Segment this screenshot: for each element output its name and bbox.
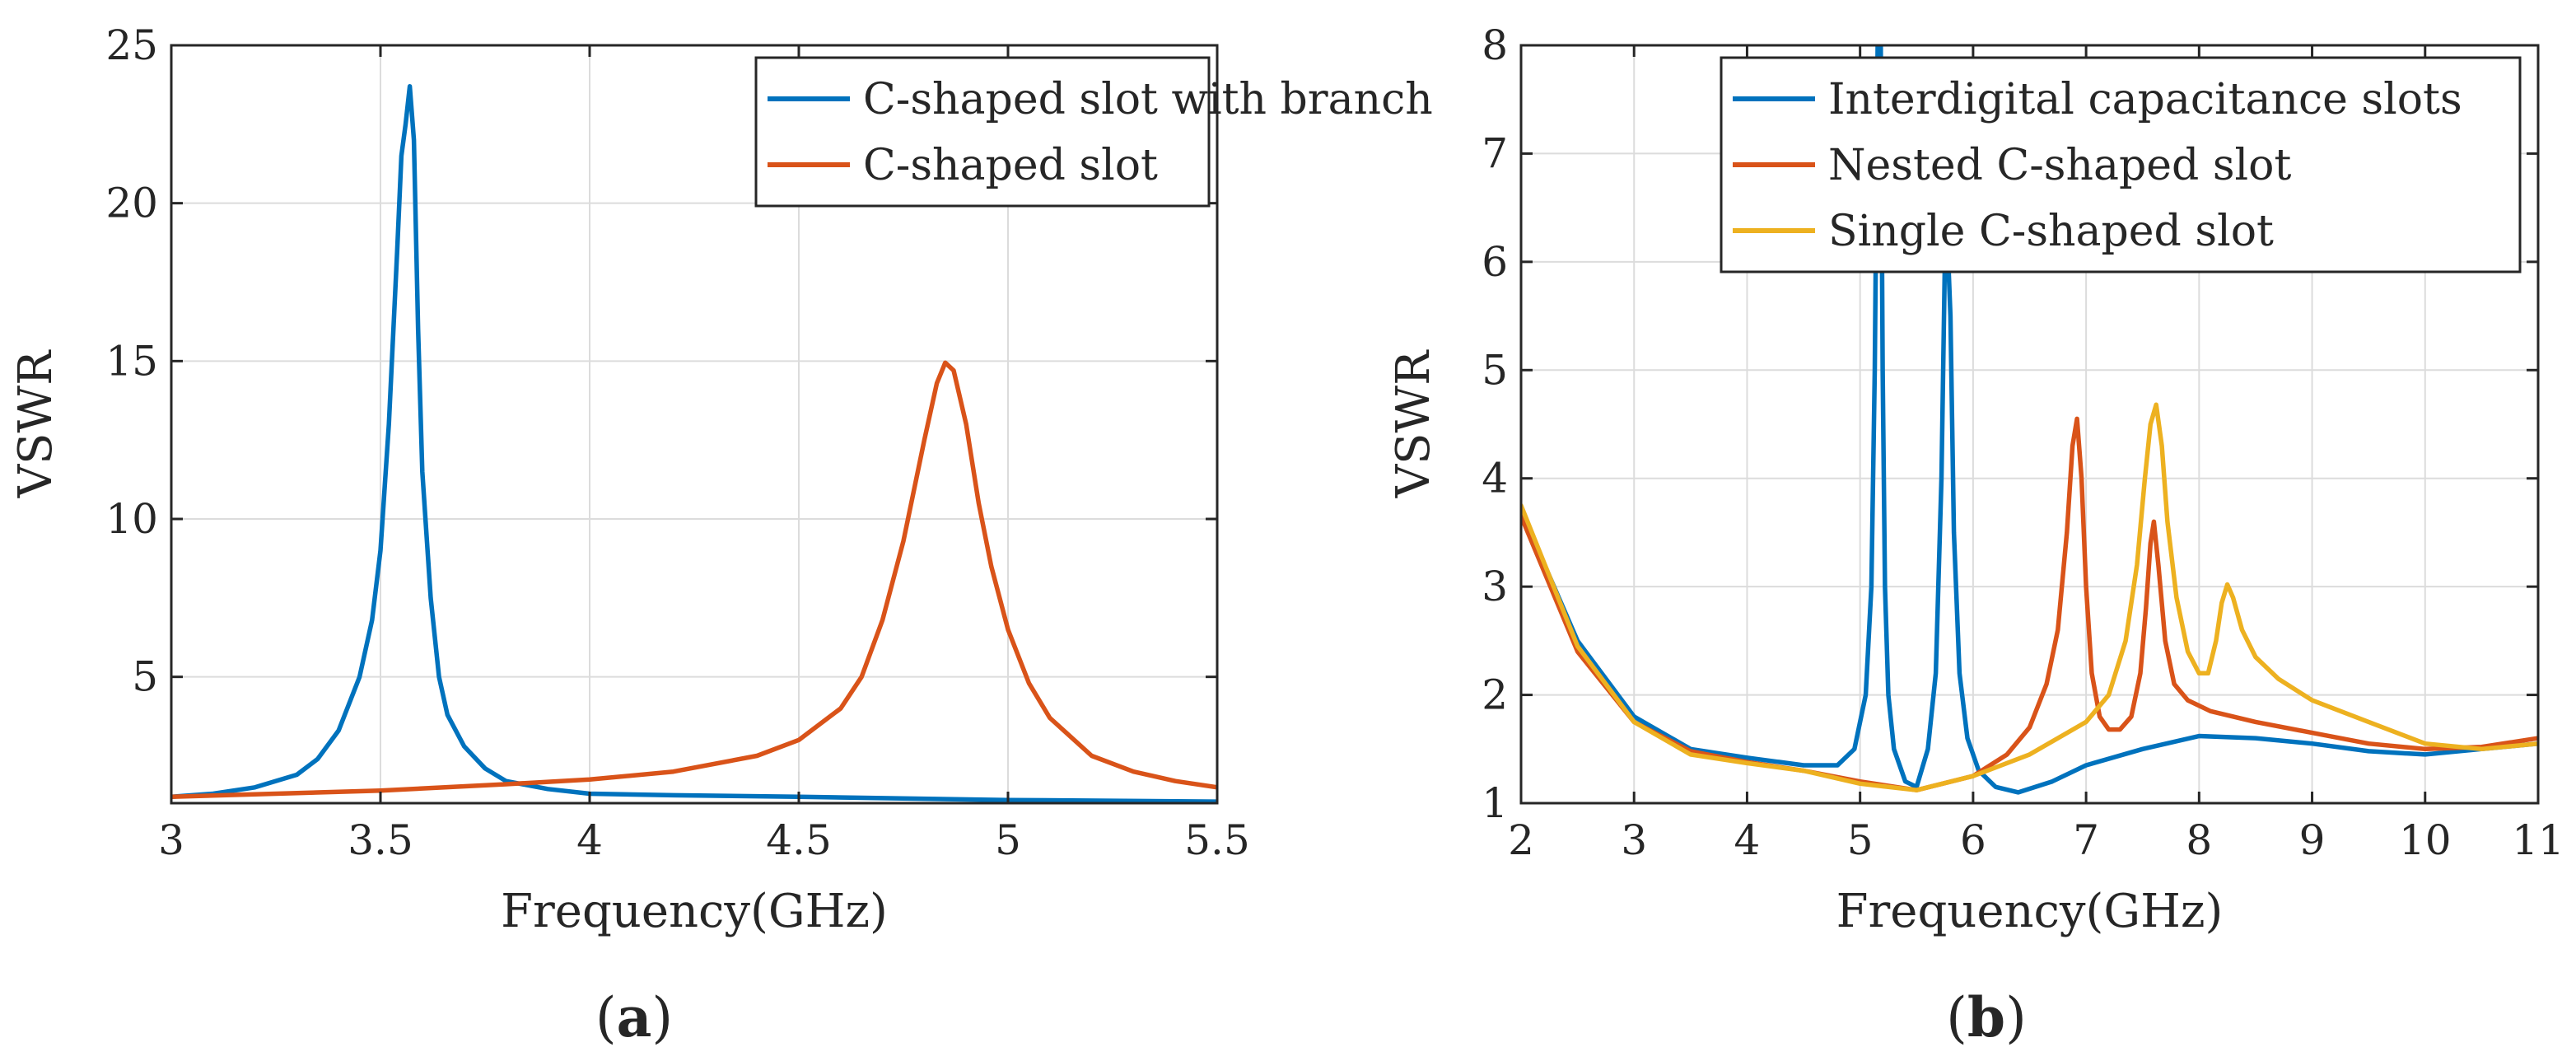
x-tick-label: 7 (2073, 816, 2099, 864)
y-axis-label: VSWR (9, 349, 63, 498)
series-line-2 (171, 360, 1217, 800)
y-tick-label: 7 (1482, 129, 1508, 177)
plot-area (171, 84, 1217, 803)
caption-paren-close: ) (651, 986, 673, 1049)
legend-label-1: Interdigital capacitance slots (1828, 75, 2462, 124)
caption-paren-open: ( (595, 986, 617, 1049)
x-tick-label: 5 (1847, 816, 1874, 864)
x-tick-label: 3 (158, 816, 184, 864)
y-tick-label: 3 (1482, 563, 1508, 610)
legend-label-2: Nested C-shaped slot (1828, 141, 2291, 190)
y-tick-label: 15 (105, 337, 158, 385)
series-line-1 (1521, 45, 2538, 795)
caption-paren-open: ( (1946, 986, 1967, 1049)
x-tick-label: 10 (2399, 816, 2452, 864)
y-tick-label: 8 (1482, 21, 1508, 69)
legend-box (1720, 56, 2522, 273)
x-tick-label: 8 (2186, 816, 2212, 864)
series-line-3 (1521, 402, 2538, 792)
x-tick-label: 4 (1734, 816, 1761, 864)
x-tick-label: 9 (2299, 816, 2326, 864)
plot-area (1521, 45, 2538, 795)
y-tick-label: 20 (105, 180, 158, 227)
legend: C-shaped slot with branch C-shaped slot (754, 56, 1433, 208)
x-tick-label: 11 (2512, 816, 2564, 864)
x-tick-label: 3 (1621, 816, 1647, 864)
x-tick-label: 4.5 (766, 816, 832, 864)
legend-label-3: Single C-shaped slot (1828, 207, 2274, 256)
panel-caption: (a) (595, 985, 673, 1049)
chart-panel-a: 3 3.5 4 4.5 5 5.5 5 10 15 20 25 Frequency(GHz) VSWR C… (9, 21, 1433, 1049)
axes-box (1519, 44, 2540, 805)
x-tick-label: 4 (576, 816, 603, 864)
x-tick-label: 6 (1960, 816, 1986, 864)
y-tick-label: 4 (1482, 455, 1508, 502)
x-axis-label: Frequency(GHz) (501, 885, 888, 938)
y-tick-label: 5 (132, 653, 158, 701)
panel-caption: (b) (1946, 985, 2027, 1049)
chart-panel-b: 2 3 4 5 6 7 8 9 10 1112345678Frequency(GHz)VSWRIn… (1387, 21, 2564, 1049)
y-axis-label: VSWR (1387, 349, 1440, 498)
legend-label-1: C-shaped slot with branch (863, 75, 1433, 124)
x-tick-label: 3.5 (348, 816, 413, 864)
legend: Interdigital capacitance slots Nested C-s… (1720, 56, 2522, 273)
y-tick-label: 10 (105, 495, 158, 543)
y-tick-label: 2 (1482, 671, 1508, 719)
legend-box (754, 56, 1211, 208)
caption-paren-close: ) (2005, 986, 2027, 1049)
x-tick-label: 5 (995, 816, 1021, 864)
caption-letter: a (617, 985, 652, 1049)
caption-letter: b (1967, 985, 2005, 1049)
legend-label-2: C-shaped slot (863, 141, 1158, 190)
x-tick-label: 5.5 (1184, 816, 1250, 864)
y-tick-label: 1 (1482, 779, 1508, 827)
axes-box (170, 44, 1219, 805)
x-tick-label: 2 (1508, 816, 1534, 864)
y-tick-label: 25 (105, 21, 158, 69)
y-tick-label: 5 (1482, 346, 1508, 394)
series-line-1 (171, 84, 1217, 803)
y-tick-label: 6 (1482, 238, 1508, 286)
x-axis-label: Frequency(GHz) (1836, 885, 2224, 938)
